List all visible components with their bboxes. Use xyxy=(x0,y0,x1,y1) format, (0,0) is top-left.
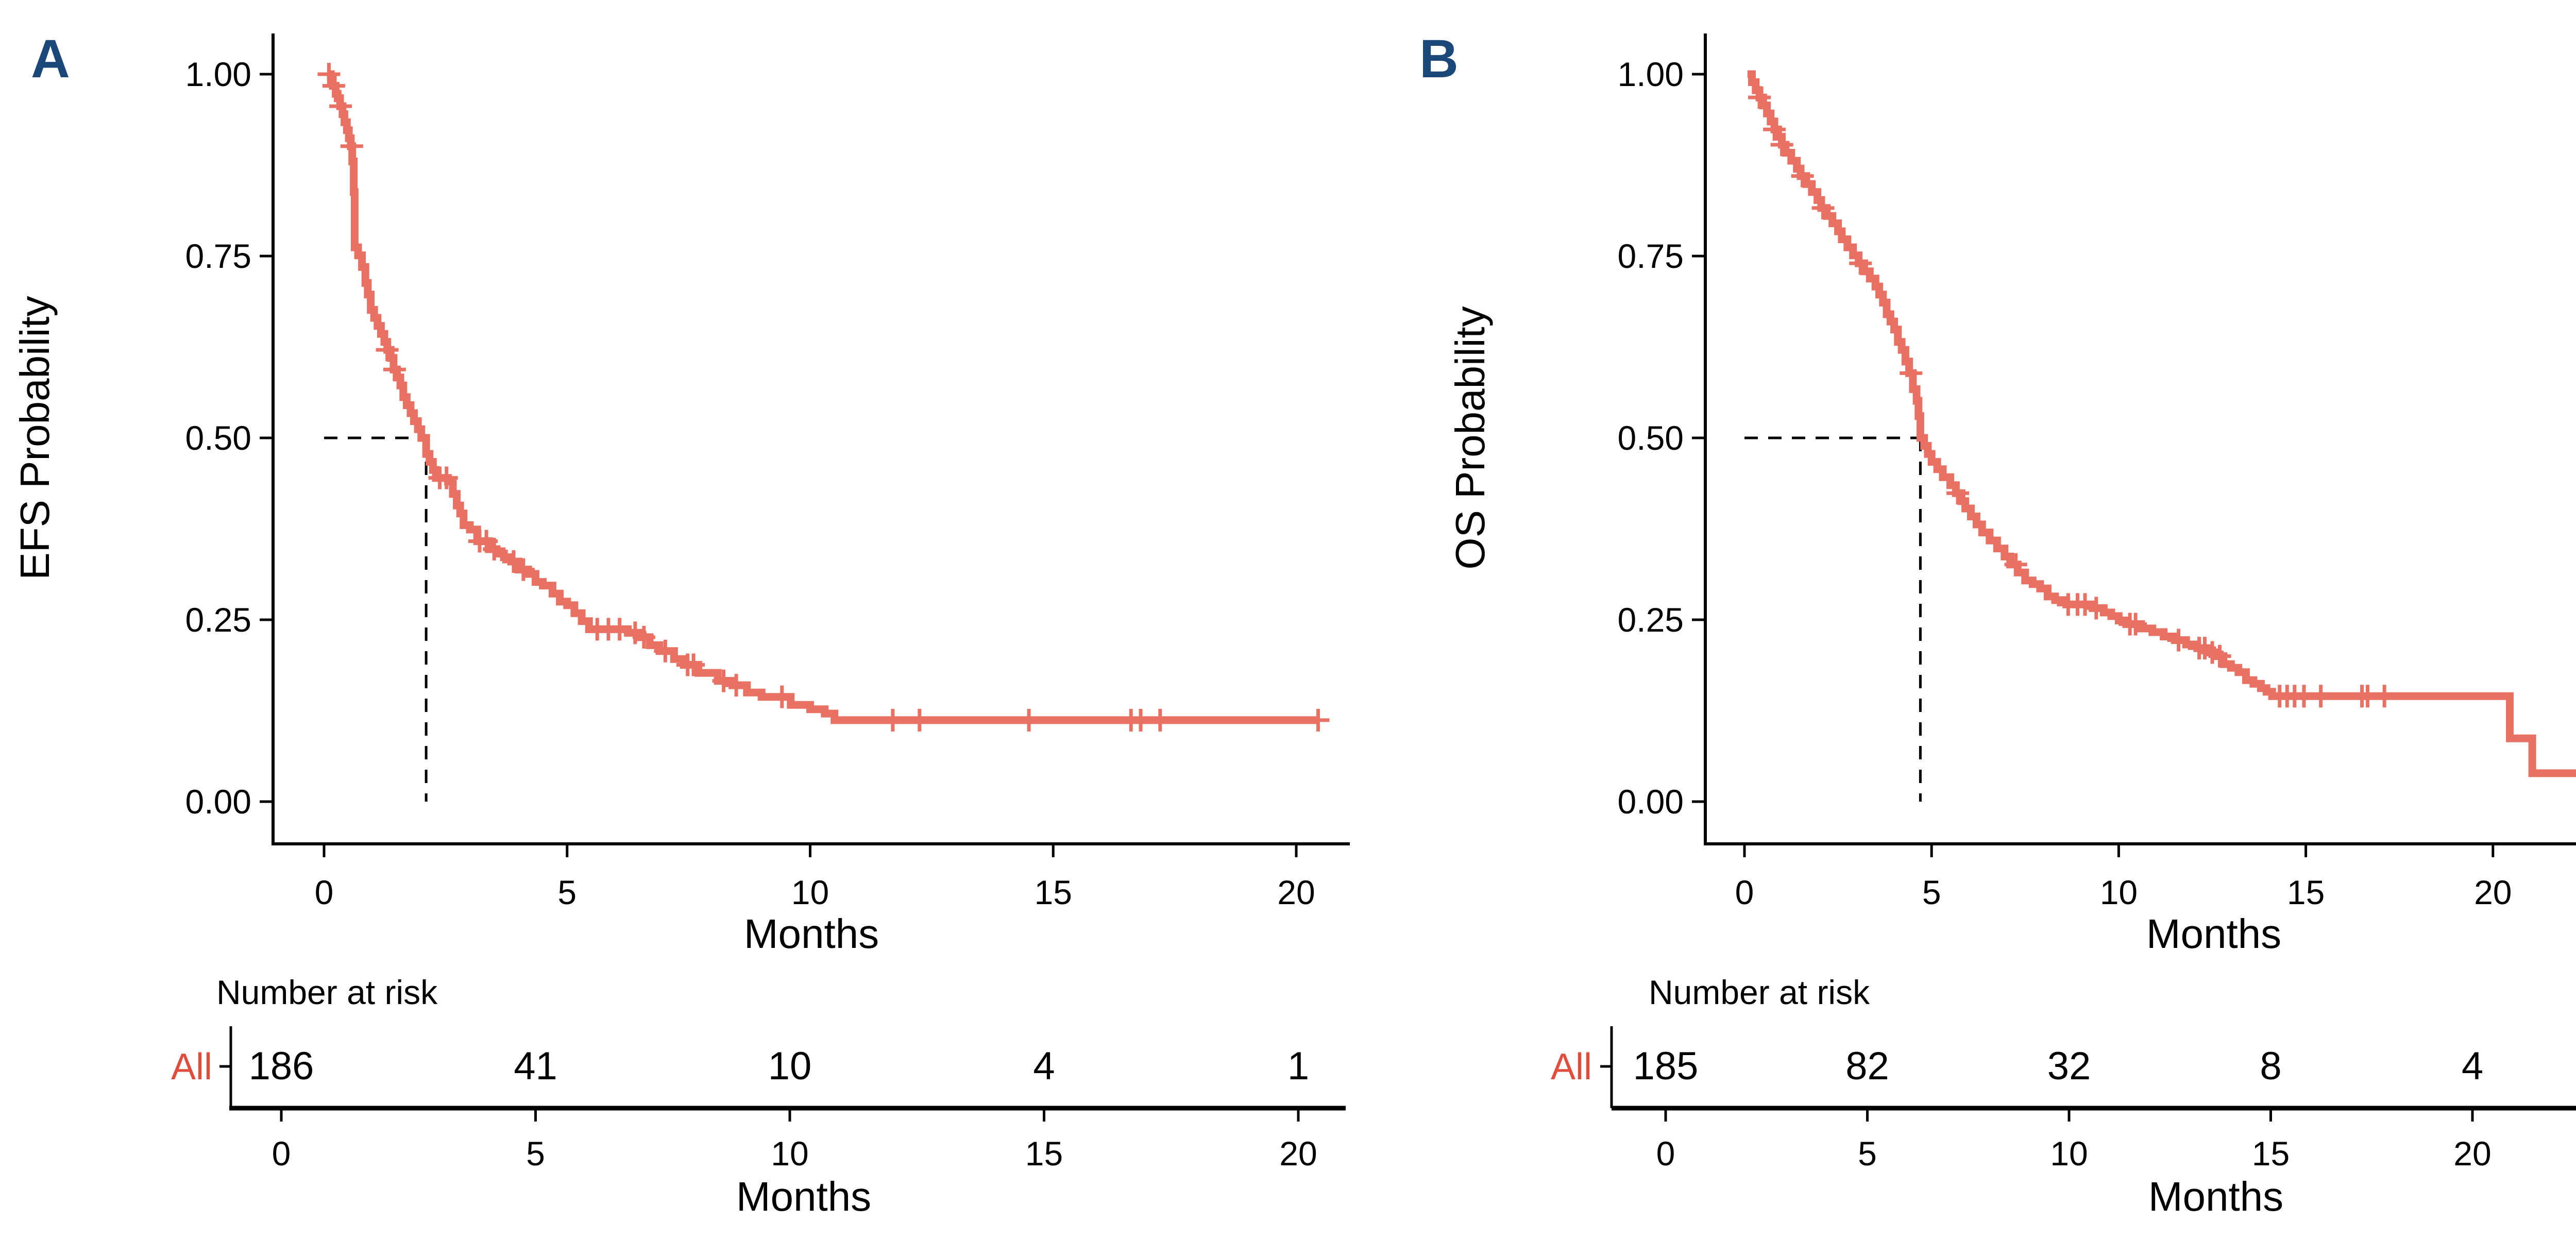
x-tick-label: 5 xyxy=(1922,873,1941,911)
risk-count: 185 xyxy=(1633,1044,1699,1088)
x-axis-title: Months xyxy=(2146,911,2281,957)
x-tick-label: 10 xyxy=(791,873,829,911)
risk-count: 41 xyxy=(514,1044,557,1088)
x-tick-label: 20 xyxy=(2474,873,2512,911)
risk-x-axis-title: Months xyxy=(2148,1174,2283,1219)
risk-table-title: Number at risk xyxy=(1649,973,1870,1011)
survival-curve xyxy=(327,70,1318,724)
survival-curve xyxy=(1747,70,2576,777)
risk-count: 10 xyxy=(768,1044,812,1088)
x-tick-label: 10 xyxy=(2100,873,2138,911)
risk-x-tick-label: 5 xyxy=(526,1134,545,1173)
x-tick-label: 20 xyxy=(1277,873,1315,911)
risk-x-tick-label: 5 xyxy=(1858,1134,1877,1173)
risk-count: 4 xyxy=(1033,1044,1055,1088)
x-tick-label: 0 xyxy=(1735,873,1754,911)
y-tick-label: 1.00 xyxy=(185,55,251,93)
y-tick-label: 0.25 xyxy=(185,601,251,639)
risk-x-tick-label: 0 xyxy=(272,1134,291,1173)
y-tick-label: 0.50 xyxy=(185,419,251,457)
panel-a-label: A xyxy=(31,29,70,89)
y-tick-label: 0.00 xyxy=(1618,783,1684,821)
y-tick-label: 0.75 xyxy=(185,237,251,275)
risk-row-label: All xyxy=(1551,1046,1592,1088)
x-axis-title: Months xyxy=(744,911,879,957)
risk-x-tick-label: 15 xyxy=(1025,1134,1063,1173)
risk-count: 32 xyxy=(2047,1044,2091,1088)
risk-count: 1 xyxy=(1287,1044,1309,1088)
y-tick-label: 0.50 xyxy=(1618,419,1684,457)
y-tick-label: 0.25 xyxy=(1618,601,1684,639)
km-plot-os: 1.000.750.500.250.000510152025MonthsOS P… xyxy=(1447,33,2576,1219)
risk-x-tick-label: 15 xyxy=(2252,1134,2290,1173)
risk-row-label: All xyxy=(171,1046,212,1088)
risk-table-title: Number at risk xyxy=(216,973,438,1011)
x-tick-label: 15 xyxy=(2287,873,2325,911)
y-axis-title: OS Probability xyxy=(1447,306,1493,569)
risk-count: 8 xyxy=(2260,1044,2281,1088)
y-tick-label: 0.00 xyxy=(185,783,251,821)
risk-x-tick-label: 20 xyxy=(1279,1134,1317,1173)
y-tick-label: 1.00 xyxy=(1618,55,1684,93)
risk-count: 186 xyxy=(249,1044,314,1088)
risk-x-tick-label: 0 xyxy=(1656,1134,1675,1173)
x-tick-label: 5 xyxy=(557,873,577,911)
x-tick-label: 15 xyxy=(1035,873,1072,911)
risk-x-tick-label: 20 xyxy=(2453,1134,2491,1173)
y-tick-label: 0.75 xyxy=(1618,237,1684,275)
y-axis-title: EFS Probability xyxy=(12,296,58,580)
x-tick-label: 0 xyxy=(315,873,334,911)
risk-count: 4 xyxy=(2462,1044,2483,1088)
risk-x-axis-title: Months xyxy=(736,1174,871,1219)
panel-b-label: B xyxy=(1419,29,1459,89)
risk-x-tick-label: 10 xyxy=(771,1134,808,1173)
risk-count: 82 xyxy=(1845,1044,1889,1088)
risk-x-tick-label: 10 xyxy=(2050,1134,2088,1173)
